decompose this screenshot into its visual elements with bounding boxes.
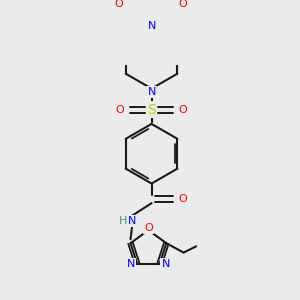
Text: N: N [147,21,156,31]
Text: O: O [178,0,187,9]
Text: O: O [114,0,123,9]
Text: O: O [144,223,153,233]
Text: S: S [147,103,156,117]
Text: N: N [147,87,156,97]
Text: H: H [118,216,127,226]
Text: N: N [127,259,135,269]
Text: O: O [116,105,124,115]
Text: N: N [162,259,170,269]
Text: O: O [178,194,187,204]
Text: O: O [178,105,187,115]
Text: N: N [128,216,136,226]
